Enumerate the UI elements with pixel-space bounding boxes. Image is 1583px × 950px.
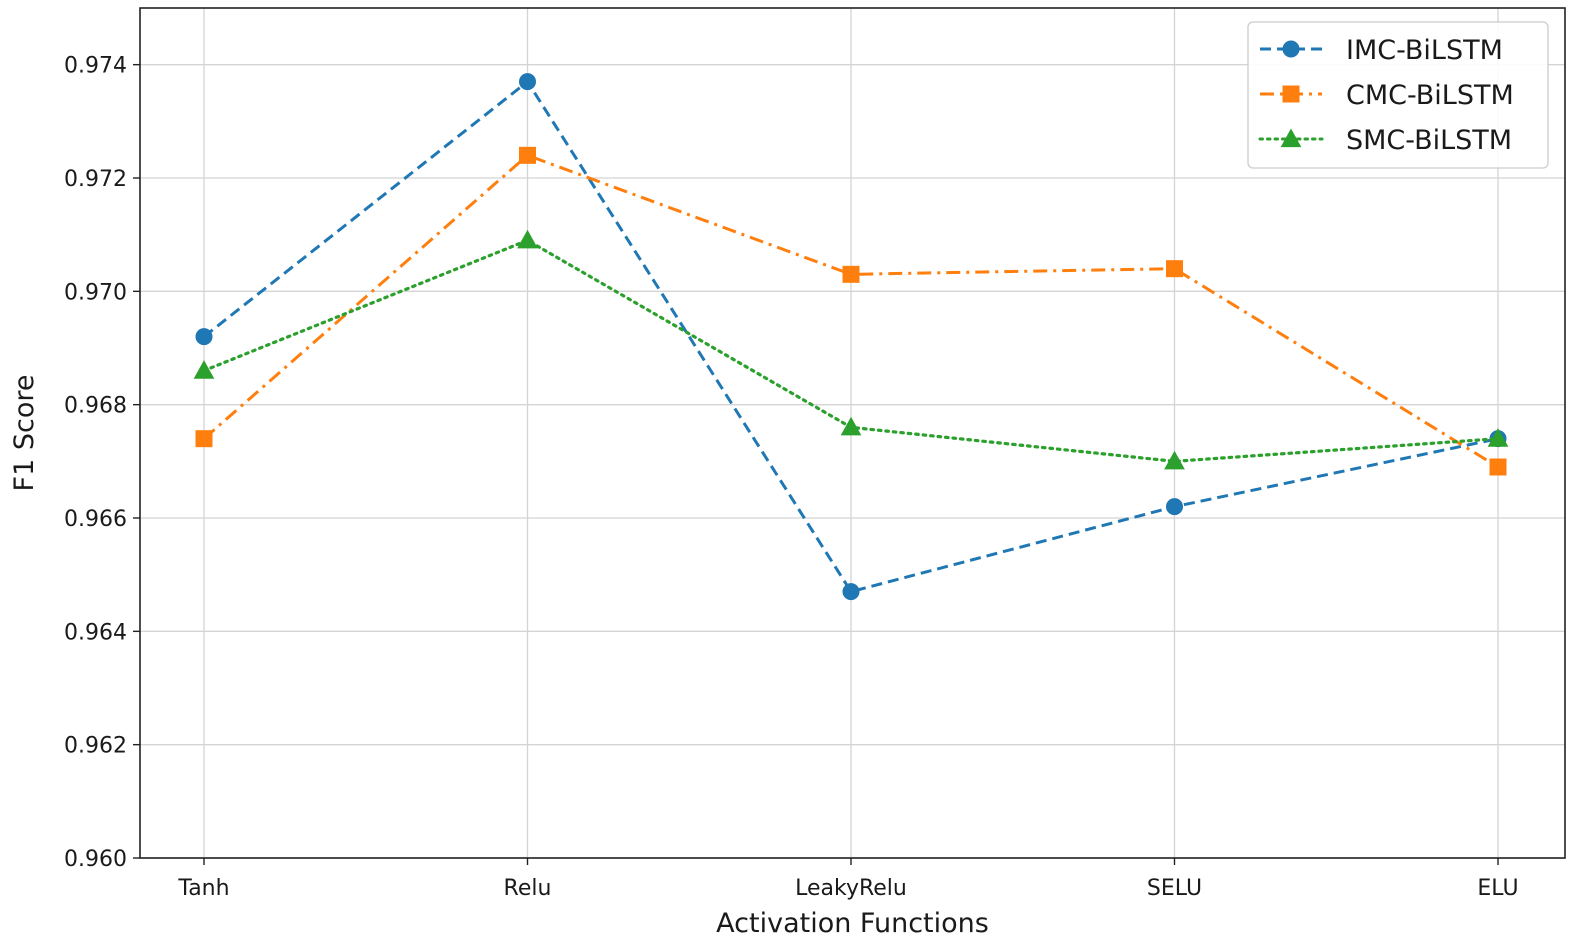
- legend: IMC-BiLSTM CMC-BiLSTM SMC-BiLSTM: [1247, 21, 1549, 169]
- series-line: [203, 80, 1499, 594]
- y-tick-label: 0.964: [64, 620, 127, 645]
- data-point: [1166, 260, 1183, 278]
- y-axis-title: F1 Score: [9, 375, 40, 492]
- data-point: [519, 73, 536, 91]
- legend-marker: [1282, 85, 1300, 103]
- legend-marker: [1280, 128, 1302, 148]
- legend-label: IMC-BiLSTM: [1346, 35, 1503, 66]
- data-point: [519, 146, 536, 164]
- x-tick-label: Tanh: [177, 876, 229, 901]
- y-tick-label: 0.974: [64, 54, 127, 79]
- legend-marker: [1282, 40, 1300, 58]
- legend-box: [1247, 21, 1549, 169]
- data-point: [195, 328, 213, 346]
- data-point: [1164, 450, 1185, 470]
- legend-item: IMC-BiLSTM: [1260, 35, 1503, 66]
- x-tick-label: ELU: [1477, 876, 1518, 901]
- x-tick-label: SELU: [1147, 876, 1202, 901]
- legend-label: SMC-BiLSTM: [1346, 125, 1512, 156]
- axis-ticks: Tanh Relu LeakyRelu SELU ELU 0.960 0.962 0.964 0…: [64, 54, 1519, 901]
- legend-label: CMC-BiLSTM: [1346, 80, 1514, 111]
- data-point: [1487, 428, 1509, 447]
- data-point: [1166, 498, 1183, 516]
- series-smc-bilstm: [193, 229, 1509, 470]
- data-point: [842, 583, 860, 601]
- y-tick-label: 0.966: [64, 507, 127, 532]
- series-cmc-bilstm: [195, 146, 1507, 476]
- y-tick-label: 0.970: [64, 280, 127, 305]
- data-point: [517, 229, 538, 249]
- y-tick-label: 0.968: [64, 394, 127, 419]
- plot-frame: [139, 7, 1566, 859]
- x-tick-label: Relu: [504, 876, 552, 901]
- data-point: [193, 360, 215, 379]
- x-tick-label: LeakyRelu: [795, 876, 907, 901]
- y-tick-label: 0.972: [64, 167, 127, 192]
- legend-item: SMC-BiLSTM: [1258, 125, 1512, 156]
- x-axis-title: Activation Functions: [716, 908, 989, 939]
- data-point: [840, 416, 862, 436]
- y-tick-label: 0.960: [64, 847, 127, 872]
- legend-item: CMC-BiLSTM: [1260, 80, 1514, 111]
- series-imc-bilstm: [195, 73, 1507, 601]
- series-lines: [193, 73, 1509, 601]
- y-tick-label: 0.962: [64, 734, 127, 759]
- data-point: [1489, 458, 1507, 476]
- data-point: [195, 430, 213, 448]
- data-point: [842, 265, 860, 283]
